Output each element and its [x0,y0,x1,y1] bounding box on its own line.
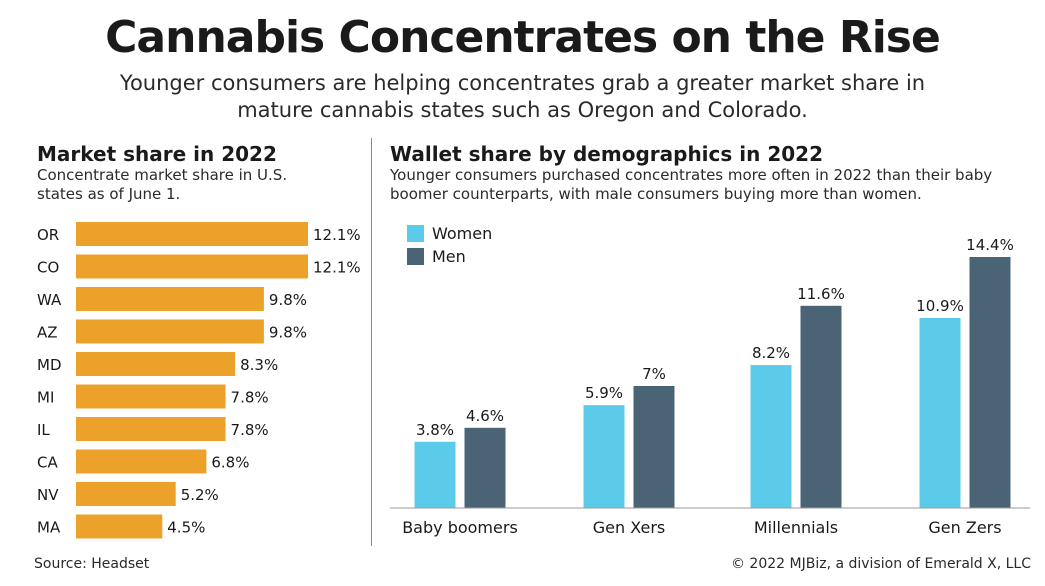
men-bar [464,427,506,508]
market-share-value-label: 4.5% [167,519,205,537]
women-value-label: 8.2% [752,344,790,362]
women-value-label: 5.9% [585,384,623,402]
source-note: Source: Headset [34,556,150,572]
panel-divider [371,138,372,546]
legend-swatch-men [407,247,424,265]
wallet-share-title: Wallet share by demographics in 2022 [390,142,823,166]
market-share-bar [76,254,308,279]
market-share-bar [76,417,226,441]
market-share-bar [76,384,226,409]
market-share-bar-chart: OR 12.1% CO 12.1% WA 9.8% AZ 9.8% MD 8.3% MI 7.8% IL… [37,222,361,539]
market-share-bar [76,514,163,539]
wallet-share-bar-chart: 3.8% 4.6% Baby boomers 5.9% 7% Gen Xers 8.2% 11… [390,236,1030,537]
men-bar [633,385,675,508]
state-label: WA [37,291,62,309]
legend-item-women: Women [407,222,492,244]
market-share-bar [76,287,264,311]
market-share-value-label: 12.1% [313,226,361,244]
market-share-bar [76,449,207,474]
generation-label: Gen Zers [928,518,1001,537]
generation-label: Baby boomers [402,518,518,537]
men-value-label: 4.6% [466,407,504,425]
generation-label: Gen Xers [593,518,665,537]
women-bar [414,441,456,508]
market-share-note: Concentrate market share in U.S. states … [37,166,288,203]
market-share-value-label: 6.8% [211,454,249,472]
men-value-label: 11.6% [797,285,845,303]
page-title: Cannabis Concentrates on the Rise [105,12,941,63]
market-share-bar [76,222,308,246]
women-value-label: 10.9% [916,297,964,315]
market-share-value-label: 5.2% [181,486,219,504]
women-bar [919,318,961,508]
women-value-label: 3.8% [416,421,454,439]
state-label: MA [37,519,61,537]
market-share-bar [76,482,176,506]
page-subtitle: Younger consumers are helping concentrat… [119,71,926,122]
women-bar [583,405,625,508]
men-value-label: 7% [642,365,666,383]
market-share-value-label: 9.8% [269,291,307,309]
men-bar [969,257,1011,508]
legend-label-women: Women [432,223,493,243]
market-share-value-label: 8.3% [240,356,278,374]
wallet-share-note: Younger consumers purchased concentrates… [390,166,993,203]
legend-item-men: Men [407,245,492,267]
generation-label: Millennials [754,518,838,537]
state-label: IL [37,421,50,439]
state-label: MI [37,389,54,407]
market-share-value-label: 12.1% [313,259,361,277]
legend-swatch-women [407,224,424,242]
market-share-value-label: 7.8% [231,389,269,407]
state-label: MD [37,356,62,374]
market-share-value-label: 9.8% [269,324,307,342]
market-share-bar [76,352,236,376]
state-label: AZ [37,324,58,342]
state-label: CA [37,454,58,472]
market-share-title: Market share in 2022 [37,142,277,166]
state-label: OR [37,226,59,244]
legend-label-men: Men [432,246,466,266]
men-bar [800,305,842,508]
chart-legend: Women Men [407,222,492,268]
market-share-bar [76,319,264,344]
state-label: CO [37,259,59,277]
women-bar [750,365,792,508]
copyright-note: © 2022 MJBiz, a division of Emerald X, L… [730,556,1031,572]
state-label: NV [37,486,59,504]
market-share-value-label: 7.8% [231,421,269,439]
men-value-label: 14.4% [966,236,1014,254]
